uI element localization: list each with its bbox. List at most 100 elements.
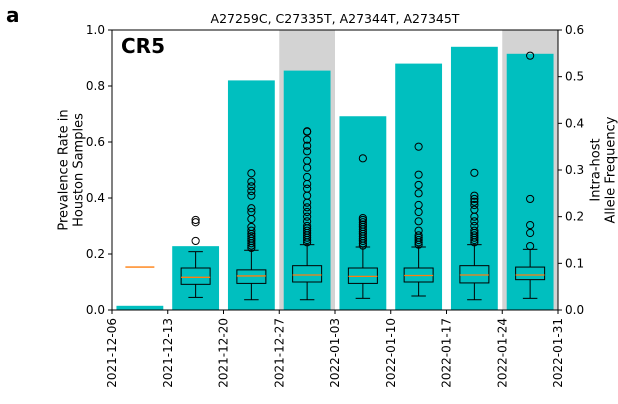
- outlier: [414, 235, 423, 245]
- outlier: [414, 170, 423, 179]
- outlier: [247, 169, 256, 178]
- x-tick-label: 2021-12-06: [105, 318, 119, 388]
- outlier: [470, 217, 479, 226]
- outlier: [247, 204, 256, 213]
- left-tick-label: 0.2: [86, 247, 105, 261]
- outlier: [414, 189, 423, 198]
- prevalence-bar: [450, 46, 498, 311]
- x-axis: 2021-12-06 2021-12-13 2021-12-20 2021-12-27…: [105, 310, 565, 388]
- outlier: [303, 203, 312, 212]
- outlier: [358, 218, 367, 227]
- boxplot: [292, 127, 323, 301]
- outlier: [526, 220, 535, 230]
- outlier: [414, 217, 423, 226]
- outlier: [247, 186, 256, 196]
- boxplot: [515, 51, 546, 299]
- outlier: [303, 141, 312, 150]
- outlier: [526, 51, 535, 60]
- iqr-box: [459, 265, 490, 284]
- outlier: [247, 191, 256, 200]
- iqr-box: [292, 265, 323, 283]
- outlier: [470, 226, 479, 235]
- boxplot: [403, 142, 434, 297]
- left-tick-label: 0.4: [86, 191, 105, 205]
- prevalence-bar: [395, 63, 443, 310]
- x-tick-label: 2022-01-03: [328, 318, 342, 388]
- left-tick-label: 0.8: [86, 79, 105, 93]
- outlier: [414, 231, 423, 240]
- right-axis: 0.0 0.1 0.2 0.3 0.4 0.5 0.6: [558, 23, 584, 317]
- iqr-box: [236, 269, 267, 284]
- chart-title: A27259C, C27335T, A27344T, A27345T: [211, 11, 460, 26]
- prevalence-bar: [283, 70, 331, 310]
- x-tick-label: 2021-12-27: [272, 318, 286, 388]
- outlier: [303, 172, 312, 182]
- outlier: [526, 194, 535, 204]
- outlier: [414, 226, 423, 235]
- left-tick-label: 1.0: [86, 23, 105, 37]
- panel-tag: CR5: [121, 34, 165, 58]
- outlier: [303, 127, 312, 136]
- iqr-box: [515, 266, 546, 281]
- right-tick-label: 0.0: [565, 303, 584, 317]
- outlier: [247, 234, 256, 243]
- boxplot: [347, 154, 378, 299]
- iqr-box: [180, 267, 211, 285]
- left-tick-label: 0.6: [86, 135, 105, 149]
- bars: [116, 46, 554, 311]
- outlier: [470, 200, 479, 210]
- outlier: [303, 221, 312, 231]
- outlier: [414, 180, 423, 190]
- boxplots: [125, 51, 546, 301]
- outlier: [303, 147, 312, 156]
- x-tick-label: 2022-01-24: [495, 318, 509, 388]
- outlier: [303, 226, 312, 235]
- outlier: [191, 236, 200, 246]
- x-tick-label: 2022-01-17: [440, 318, 454, 388]
- outlier: [470, 205, 479, 214]
- left-axis-label: Prevalence Rate inHouston Samples: [57, 109, 87, 230]
- prevalence-bar: [339, 116, 387, 311]
- boxplot: [180, 215, 211, 298]
- prevalence-bar: [506, 53, 554, 311]
- outlier: [303, 184, 312, 193]
- panel-letter: a: [6, 3, 20, 27]
- right-tick-label: 0.2: [565, 210, 584, 224]
- outlier: [247, 207, 256, 217]
- right-tick-label: 0.6: [565, 23, 584, 37]
- right-tick-label: 0.3: [565, 163, 584, 177]
- outlier: [358, 213, 367, 223]
- outlier: [247, 232, 256, 241]
- outlier: [303, 156, 312, 165]
- prevalence-bar: [227, 80, 275, 311]
- outlier: [470, 197, 479, 206]
- outlier: [470, 221, 479, 231]
- outlier: [303, 212, 312, 221]
- right-tick-label: 0.4: [565, 116, 584, 130]
- outlier: [470, 191, 479, 200]
- outlier: [358, 154, 367, 163]
- outlier: [526, 228, 535, 238]
- outlier: [303, 207, 312, 217]
- outlier: [470, 231, 479, 240]
- left-axis: 0.0 0.2 0.4 0.6 0.8 1.0: [86, 23, 112, 317]
- outlier: [247, 177, 256, 186]
- right-axis-label: Intra-hostAllele Frequency: [589, 116, 618, 223]
- prevalence-bar: [116, 305, 164, 310]
- outlier: [247, 226, 256, 235]
- outlier: [247, 222, 256, 232]
- outlier: [303, 217, 312, 226]
- x-tick-label: 2021-12-13: [161, 318, 175, 388]
- outlier: [358, 220, 367, 229]
- outlier: [303, 135, 312, 144]
- boxplot: [459, 168, 490, 301]
- outlier: [247, 182, 256, 191]
- outlier: [526, 241, 535, 251]
- right-tick-label: 0.1: [565, 256, 584, 270]
- outlier: [191, 215, 200, 225]
- outlier: [191, 218, 200, 227]
- outlier: [470, 194, 479, 204]
- outlier: [414, 142, 423, 151]
- x-tick-label: 2022-01-31: [551, 318, 565, 388]
